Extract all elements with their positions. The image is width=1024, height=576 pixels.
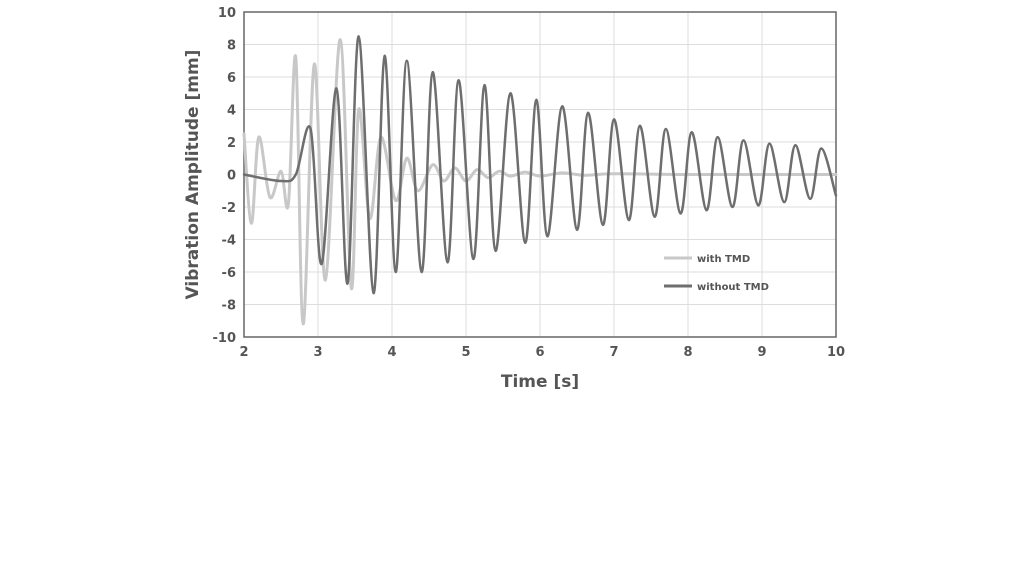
y-tick-label: -10 xyxy=(213,331,237,346)
x-tick-label: 4 xyxy=(387,345,396,360)
legend-label: without TMD xyxy=(697,282,769,293)
y-axis-label: Vibration Amplitude [mm] xyxy=(183,50,203,300)
x-tick-label: 9 xyxy=(757,345,766,360)
x-tick-label: 10 xyxy=(827,345,845,360)
x-tick-label: 7 xyxy=(609,345,618,360)
y-axis-ticks: -10 -8 -6 -4 -2 0 2 4 6 8 10 xyxy=(213,6,237,346)
y-tick-label: -4 xyxy=(222,234,236,249)
y-tick-label: -2 xyxy=(222,201,236,216)
x-tick-label: 2 xyxy=(239,345,248,360)
y-tick-label: 2 xyxy=(227,136,236,151)
y-tick-label: -6 xyxy=(222,266,236,281)
series-group xyxy=(242,35,838,326)
y-tick-label: 8 xyxy=(227,39,236,54)
series-line-with-tmd xyxy=(242,38,838,326)
series-line-without-tmd xyxy=(242,35,838,295)
x-tick-label: 6 xyxy=(535,345,544,360)
legend-label: with TMD xyxy=(697,254,750,265)
chart-grid xyxy=(243,11,837,338)
x-tick-label: 3 xyxy=(313,345,322,360)
x-axis-label: Time [s] xyxy=(501,372,579,392)
y-tick-label: -8 xyxy=(222,299,236,314)
x-tick-label: 5 xyxy=(461,345,470,360)
y-tick-label: 10 xyxy=(218,6,236,21)
x-axis-ticks: 2 3 4 5 6 7 8 9 10 xyxy=(239,345,845,360)
legend: with TMD without TMD xyxy=(664,254,769,293)
y-tick-label: 6 xyxy=(227,71,236,86)
x-tick-label: 8 xyxy=(683,345,692,360)
y-tick-label: 4 xyxy=(227,104,236,119)
y-tick-label: 0 xyxy=(227,169,236,184)
